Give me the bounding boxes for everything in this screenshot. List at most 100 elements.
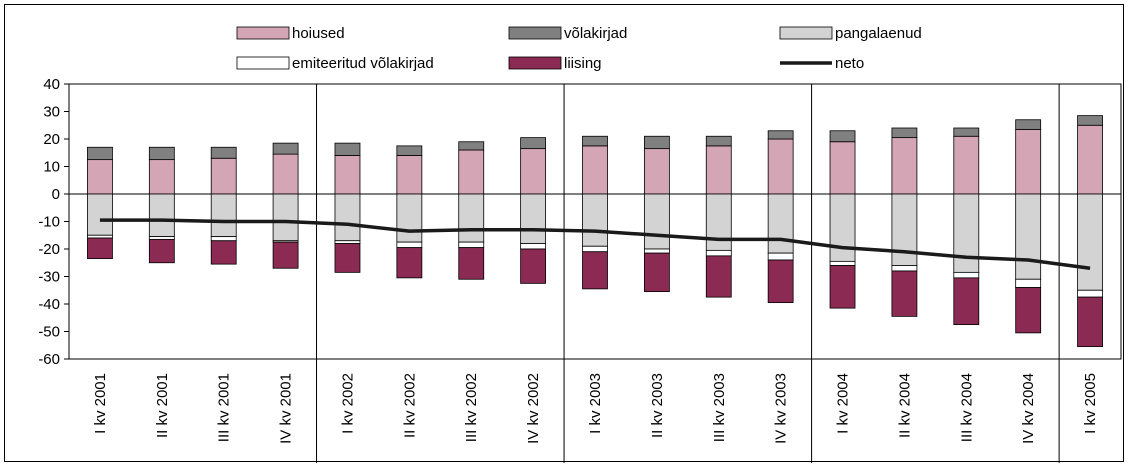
bar-liising-8 [582,251,608,290]
bar-liising-2 [210,240,237,265]
bar-võlakirjad-15 [1015,119,1042,130]
y-tick-label: -30 [38,269,60,286]
stacked-bar-chart: 40 30 20 10 0 -10 -20 -30 -40 -50 -60 I kv 2001 II k… [38,25,1122,463]
y-tick-label: -60 [38,351,60,368]
bar-hoiused-15 [1015,128,1042,195]
bar-võlakirjad-12 [829,130,856,143]
bar-emiteeritud-võlakirjad-8 [582,245,608,253]
x-tick-label: III kv 2004 [958,373,975,442]
bar-liising-3 [272,241,299,269]
bar-pangalaenud-2 [210,193,237,238]
bar-võlakirjad-16 [1077,115,1103,126]
bar-pangalaenud-11 [767,193,794,254]
bar-võlakirjad-5 [396,145,423,156]
bar-pangalaenud-4 [334,193,361,242]
bar-pangalaenud-14 [953,193,980,273]
bar-liising-13 [891,270,918,317]
bar-emiteeritud-võlakirjad-16 [1077,289,1103,298]
bar-liising-16 [1077,296,1103,348]
bar-emiteeritud-võlakirjad-13 [891,265,918,272]
bar-hoiused-1 [148,159,175,195]
bar-võlakirjad-4 [334,142,361,156]
bar-pangalaenud-16 [1077,193,1103,291]
legend-label: hoiused [292,25,345,42]
bar-võlakirjad-1 [148,146,175,161]
bar-hoiused-2 [210,157,237,195]
bar-emiteeritud-võlakirjad-2 [210,236,237,242]
bar-hoiused-7 [520,148,547,195]
legend-swatch-emiteeritud-võlakirjad [236,56,290,70]
bar-liising-1 [148,238,175,264]
bar-liising-7 [520,248,547,284]
bar-liising-6 [458,247,485,280]
y-tick-label: 10 [43,159,60,176]
bar-emiteeritud-võlakirjad-6 [458,241,485,249]
bar-liising-5 [396,247,423,279]
bar-hoiused-10 [705,145,732,195]
x-tick-label: IV kv 2004 [1020,373,1037,444]
bar-hoiused-11 [767,138,794,195]
bar-võlakirjad-10 [705,135,732,147]
x-tick-label: II kv 2001 [154,373,171,438]
bar-pangalaenud-15 [1015,193,1042,280]
bar-võlakirjad-6 [458,141,485,151]
x-tick-label: IV kv 2002 [525,373,542,444]
bar-pangalaenud-7 [520,193,547,244]
bar-emiteeritud-võlakirjad-9 [643,248,670,254]
x-tick-label: I kv 2001 [92,373,109,434]
x-tick-label: I kv 2004 [835,373,852,434]
bar-liising-11 [767,259,794,304]
legend-label: emiteeritud võlakirjad [292,55,434,72]
bar-pangalaenud-13 [891,193,918,266]
bar-hoiused-3 [272,153,299,195]
bar-võlakirjad-8 [582,135,608,147]
bar-liising-15 [1015,287,1042,334]
bar-võlakirjad-3 [272,142,299,155]
bar-võlakirjad-7 [520,137,547,150]
y-tick-label: 40 [43,76,60,93]
x-tick-label: II kv 2003 [649,373,666,438]
bar-liising-12 [829,265,856,309]
bar-emiteeritud-võlakirjad-5 [396,241,423,249]
y-tick-label: -20 [38,241,60,258]
bar-liising-14 [953,277,980,326]
legend-swatch-hoiused [236,26,290,40]
bar-liising-9 [643,252,670,293]
legend-label: pangalaenud [835,25,922,42]
bar-hoiused-13 [891,137,918,195]
bar-pangalaenud-5 [396,193,423,243]
series-line-neto [99,218,1091,270]
y-tick-label: 20 [43,131,60,148]
bar-võlakirjad-11 [767,130,794,140]
y-tick-label: -50 [38,324,60,341]
bar-pangalaenud-8 [582,193,608,247]
x-tick-label: I kv 2005 [1082,373,1099,434]
x-tick-label: I kv 2002 [339,373,356,434]
bar-hoiused-4 [334,155,361,195]
bar-hoiused-9 [643,148,670,195]
x-tick-label: II kv 2004 [896,373,913,438]
x-tick-label: II kv 2002 [401,373,418,438]
bar-emiteeritud-võlakirjad-10 [705,249,732,257]
bar-liising-4 [334,243,361,273]
bar-emiteeritud-võlakirjad-11 [767,252,794,261]
legend-label: neto [835,55,864,72]
y-tick-label: -40 [38,296,60,313]
bar-võlakirjad-13 [891,127,918,139]
bar-emiteeritud-võlakirjad-4 [334,240,361,244]
bar-võlakirjad-9 [643,135,670,150]
legend-label: liising [564,55,602,72]
y-tick-label: 0 [52,186,60,203]
bar-pangalaenud-0 [87,193,113,236]
bar-hoiused-0 [87,159,113,195]
bar-emiteeritud-võlakirjad-12 [829,260,856,266]
bar-liising-0 [87,237,113,260]
x-tick-label: IV kv 2003 [773,373,790,444]
legend-swatch-liising [508,56,562,70]
bar-emiteeritud-võlakirjad-1 [148,236,175,240]
bar-pangalaenud-6 [458,193,485,243]
x-tick-label: III kv 2003 [711,373,728,442]
bar-pangalaenud-1 [148,193,175,238]
bar-pangalaenud-3 [272,193,299,242]
bar-emiteeritud-võlakirjad-14 [953,271,980,279]
